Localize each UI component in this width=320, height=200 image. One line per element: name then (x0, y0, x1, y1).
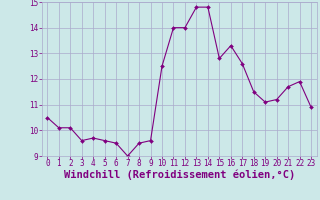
X-axis label: Windchill (Refroidissement éolien,°C): Windchill (Refroidissement éolien,°C) (64, 170, 295, 180)
